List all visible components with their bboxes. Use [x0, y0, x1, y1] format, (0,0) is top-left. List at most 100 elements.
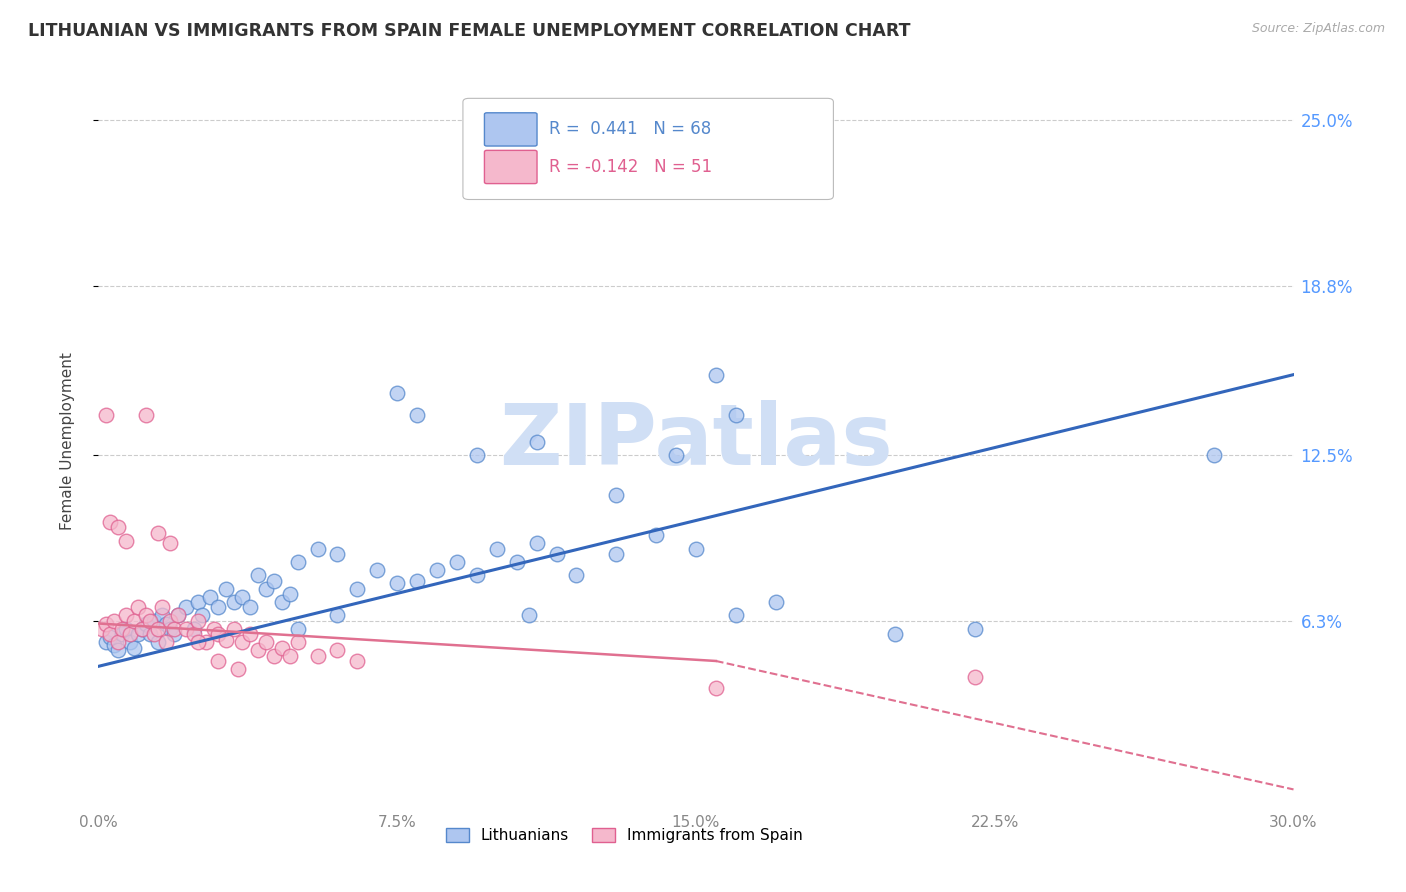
Point [202, 622, 225, 636]
Point [207, 627, 229, 641]
Point [155, 616, 177, 631]
Point [665, 448, 688, 462]
Point [143, 614, 166, 628]
Point [183, 627, 205, 641]
Point [287, 555, 309, 569]
Point [446, 555, 468, 569]
Point [127, 627, 149, 641]
Point [135, 616, 157, 631]
Point [231, 635, 253, 649]
Point [163, 622, 186, 636]
Point [465, 448, 488, 462]
Point [704, 368, 727, 382]
Point [246, 568, 269, 582]
Point [645, 528, 668, 542]
Point [605, 488, 627, 502]
Point [115, 622, 138, 636]
Point [174, 600, 197, 615]
Point [605, 547, 627, 561]
Point [724, 608, 747, 623]
Point [346, 654, 368, 668]
Point [187, 635, 209, 649]
Point [167, 608, 190, 623]
Point [120, 627, 142, 641]
Point [111, 622, 134, 636]
Point [148, 635, 170, 649]
Point [278, 587, 301, 601]
Point [195, 635, 218, 649]
Text: LITHUANIAN VS IMMIGRANTS FROM SPAIN FEMALE UNEMPLOYMENT CORRELATION CHART: LITHUANIAN VS IMMIGRANTS FROM SPAIN FEMA… [28, 22, 911, 40]
Point [96, 635, 118, 649]
Point [346, 582, 368, 596]
Text: Source: ZipAtlas.com: Source: ZipAtlas.com [1251, 22, 1385, 36]
Point [406, 408, 429, 422]
Point [120, 635, 142, 649]
Point [226, 662, 249, 676]
Point [107, 635, 129, 649]
Point [565, 568, 588, 582]
Point [465, 568, 488, 582]
Point [215, 582, 238, 596]
Point [167, 608, 190, 623]
Point [127, 600, 149, 615]
Point [174, 622, 197, 636]
Point [278, 648, 301, 663]
Point [131, 622, 153, 636]
Text: R = -0.142   N = 51: R = -0.142 N = 51 [548, 158, 711, 176]
Point [254, 635, 277, 649]
Legend: Lithuanians, Immigrants from Spain: Lithuanians, Immigrants from Spain [440, 822, 808, 849]
Point [526, 536, 548, 550]
Point [963, 670, 986, 684]
Point [884, 627, 907, 641]
Point [139, 614, 162, 628]
Point [254, 582, 277, 596]
Point [270, 640, 292, 655]
Point [98, 515, 122, 529]
Point [366, 563, 388, 577]
Point [222, 622, 245, 636]
Point [485, 541, 508, 556]
Point [526, 434, 548, 449]
Point [96, 408, 118, 422]
Point [517, 608, 540, 623]
Point [91, 622, 114, 636]
Point [546, 547, 568, 561]
Point [685, 541, 707, 556]
Point [239, 600, 262, 615]
Point [270, 595, 292, 609]
Point [263, 574, 285, 588]
Point [111, 627, 134, 641]
Point [963, 622, 986, 636]
Point [163, 627, 186, 641]
Point [155, 635, 177, 649]
Point [107, 520, 129, 534]
Point [98, 630, 122, 644]
Point [385, 386, 409, 401]
FancyBboxPatch shape [485, 151, 537, 184]
Point [326, 608, 349, 623]
Point [326, 547, 349, 561]
Point [765, 595, 787, 609]
Point [148, 622, 170, 636]
Point [239, 627, 262, 641]
Point [326, 643, 349, 657]
Point [246, 643, 269, 657]
Point [150, 600, 173, 615]
Point [98, 627, 122, 641]
Point [148, 525, 170, 540]
Point [198, 590, 221, 604]
Point [135, 608, 157, 623]
Point [506, 555, 529, 569]
Point [406, 574, 429, 588]
Point [103, 638, 125, 652]
Point [115, 608, 138, 623]
Point [1202, 448, 1225, 462]
Y-axis label: Female Unemployment: Female Unemployment [60, 352, 75, 531]
Point [107, 643, 129, 657]
Point [307, 541, 329, 556]
Point [215, 632, 238, 647]
Point [159, 536, 181, 550]
Text: ZIPatlas: ZIPatlas [499, 400, 893, 483]
Point [191, 608, 214, 623]
Point [704, 681, 727, 695]
